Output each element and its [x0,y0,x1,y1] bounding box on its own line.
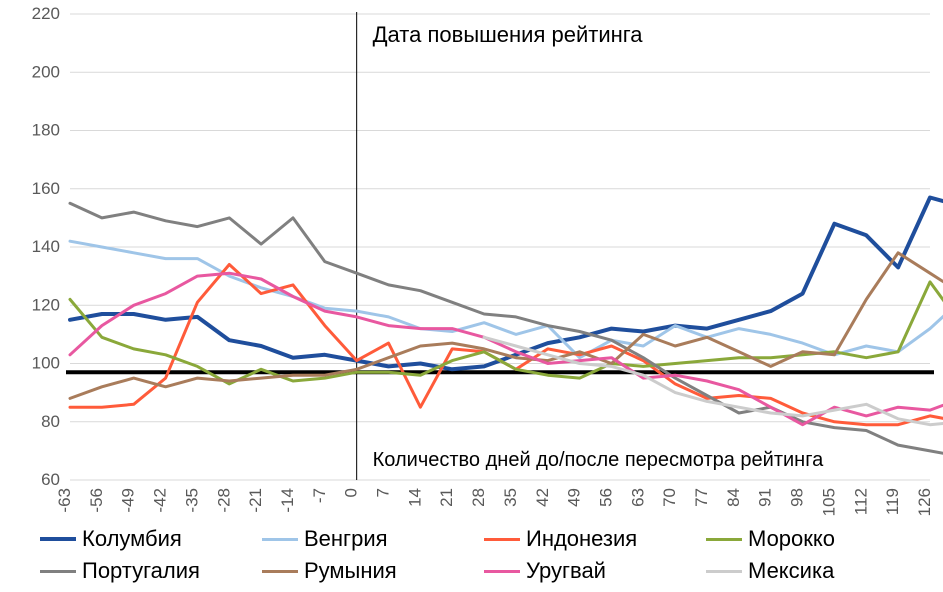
x-tick-label: -42 [151,488,170,513]
x-tick-label: -21 [246,488,265,513]
y-tick-label: 160 [32,179,60,198]
legend-swatch [262,538,298,541]
x-tick-label: 112 [851,488,870,515]
event-label: Дата повышения рейтинга [373,22,644,47]
y-tick-label: 140 [32,237,60,256]
legend-swatch [484,570,520,573]
x-tick-label: 7 [374,488,393,497]
legend-item: Венгрия [262,526,472,552]
x-tick-label: 0 [342,488,361,497]
legend-item: Индонезия [484,526,694,552]
x-tick-label: -56 [87,488,106,513]
legend-swatch [262,570,298,573]
legend-swatch [484,538,520,541]
legend-item: Морокко [706,526,916,552]
y-tick-label: 100 [32,354,60,373]
legend-swatch [706,570,742,573]
x-tick-label: 98 [788,488,807,507]
legend-item: Румыния [262,558,472,584]
legend-label: Индонезия [526,526,637,552]
x-tick-label: 91 [756,488,775,507]
legend-label: Мексика [748,558,834,584]
legend-label: Морокко [748,526,835,552]
x-tick-label: 35 [501,488,520,507]
legend-label: Уругвай [526,558,606,584]
y-tick-label: 180 [32,121,60,140]
y-tick-label: 220 [32,4,60,23]
legend-swatch [40,570,76,573]
y-tick-label: 120 [32,295,60,314]
legend-item: Мексика [706,558,916,584]
x-tick-label: 77 [692,488,711,507]
x-tick-label: 63 [628,488,647,507]
y-tick-label: 60 [41,470,60,489]
legend-item: Португалия [40,558,250,584]
legend: Колумбия Венгрия Индонезия Морокко Португали… [40,526,920,584]
legend-label: Колумбия [82,526,182,552]
x-tick-label: -28 [214,488,233,513]
legend-label: Венгрия [304,526,388,552]
legend-label: Португалия [82,558,200,584]
x-tick-label: 49 [565,488,584,507]
x-axis-label: Количество дней до/после пересмотра рейт… [373,449,824,471]
x-tick-label: -35 [182,488,201,513]
x-tick-label: -7 [310,488,329,503]
x-tick-label: 28 [469,488,488,507]
x-tick-label: 119 [883,488,902,515]
x-tick-label: 70 [660,488,679,507]
y-tick-label: 80 [41,412,60,431]
legend-item: Колумбия [40,526,250,552]
x-tick-label: 105 [819,488,838,516]
line-chart: 6080100120140160180200220-63-56-49-42-35… [0,0,943,592]
legend-swatch [40,537,76,541]
x-tick-label: -63 [55,488,74,513]
legend-swatch [706,538,742,541]
legend-label: Румыния [304,558,397,584]
x-tick-label: 21 [437,488,456,507]
x-tick-label: -49 [119,488,138,513]
x-tick-label: 126 [915,488,934,516]
y-tick-label: 200 [32,62,60,81]
x-tick-label: 42 [533,488,552,507]
x-tick-label: 14 [405,488,424,507]
x-tick-label: -14 [278,488,297,513]
legend-item: Уругвай [484,558,694,584]
x-tick-label: 84 [724,488,743,507]
chart-canvas: 6080100120140160180200220-63-56-49-42-35… [0,0,943,592]
x-tick-label: 56 [596,488,615,507]
